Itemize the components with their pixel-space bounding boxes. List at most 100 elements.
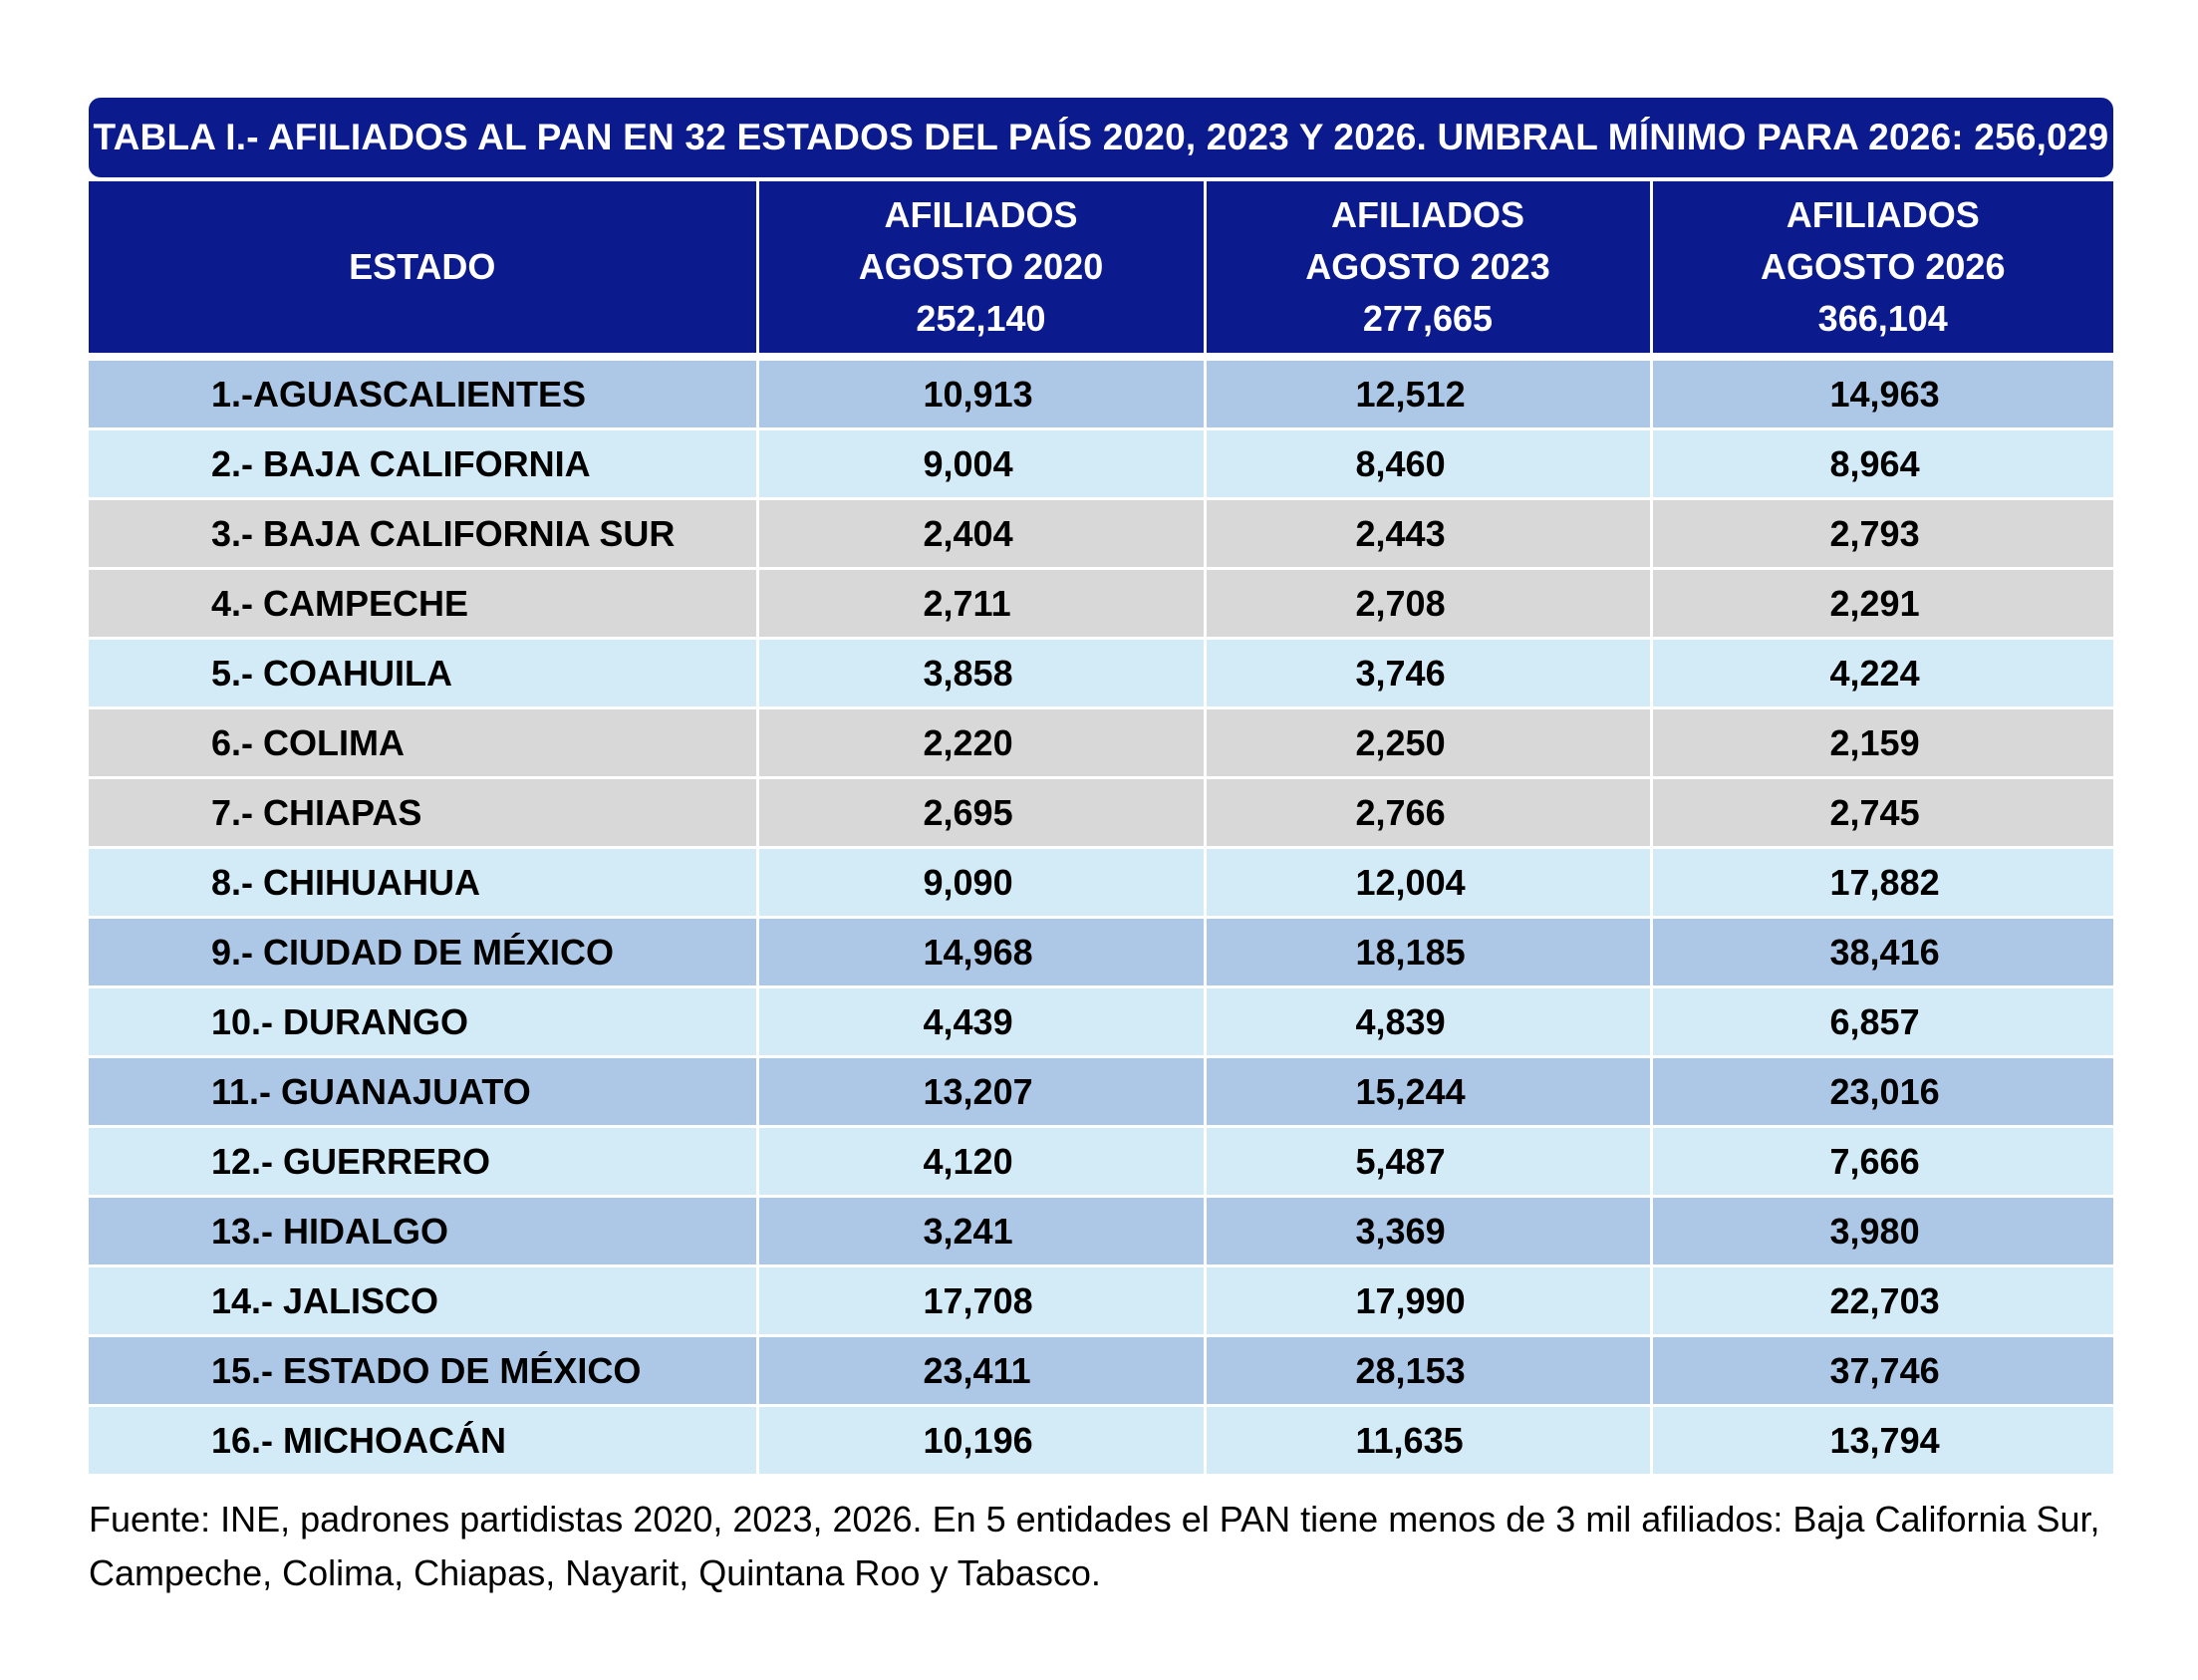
- cell-afiliados-2026: 38,416: [1649, 916, 2113, 987]
- cell-afiliados-2023: 8,460: [1203, 427, 1651, 499]
- cell-estado: 7.- CHIAPAS: [89, 776, 757, 848]
- header-2026: AFILIADOS AGOSTO 2026 366,104: [1649, 181, 2113, 357]
- cell-afiliados-2020: 9,090: [755, 846, 1205, 918]
- cell-estado: 14.- JALISCO: [89, 1264, 757, 1336]
- cell-afiliados-2023: 5,487: [1203, 1125, 1651, 1197]
- cell-afiliados-2026: 4,224: [1649, 637, 2113, 708]
- header-2026-total: 366,104: [1817, 298, 1948, 339]
- cell-afiliados-2020: 17,708: [755, 1264, 1205, 1336]
- cell-afiliados-2026: 14,963: [1649, 353, 2113, 429]
- cell-estado: 5.- COAHUILA: [89, 637, 757, 708]
- cell-afiliados-2026: 3,980: [1649, 1195, 2113, 1266]
- cell-afiliados-2026: 8,964: [1649, 427, 2113, 499]
- table-row: 14.- JALISCO 17,708 17,990 22,703: [89, 1264, 2113, 1336]
- cell-afiliados-2023: 2,708: [1203, 567, 1651, 639]
- cell-afiliados-2020: 3,858: [755, 637, 1205, 708]
- table-body: 1.-AGUASCALIENTES 10,913 12,512 14,963 2.- B…: [89, 353, 2113, 1474]
- table-title: TABLA I.- AFILIADOS AL PAN EN 32 ESTADOS…: [89, 98, 2113, 177]
- table-row: 8.- CHIHUAHUA 9,090 12,004 17,882: [89, 846, 2113, 918]
- table-row: 11.- GUANAJUATO 13,207 15,244 23,016: [89, 1055, 2113, 1127]
- table-row: 10.- DURANGO 4,439 4,839 6,857: [89, 985, 2113, 1057]
- cell-afiliados-2023: 15,244: [1203, 1055, 1651, 1127]
- cell-afiliados-2026: 22,703: [1649, 1264, 2113, 1336]
- table-row: 7.- CHIAPAS 2,695 2,766 2,745: [89, 776, 2113, 848]
- table-row: 5.- COAHUILA 3,858 3,746 4,224: [89, 637, 2113, 708]
- table-row: 15.- ESTADO DE MÉXICO 23,411 28,153 37,746: [89, 1334, 2113, 1406]
- cell-estado: 8.- CHIHUAHUA: [89, 846, 757, 918]
- cell-afiliados-2020: 4,439: [755, 985, 1205, 1057]
- cell-afiliados-2026: 6,857: [1649, 985, 2113, 1057]
- table-row: 1.-AGUASCALIENTES 10,913 12,512 14,963: [89, 353, 2113, 429]
- header-row: ESTADO AFILIADOS AGOSTO 2020 252,140 AFI…: [89, 181, 2113, 357]
- table-row: 3.- BAJA CALIFORNIA SUR 2,404 2,443 2,793: [89, 497, 2113, 569]
- header-2020-line2: AGOSTO 2020: [858, 246, 1104, 287]
- table-row: 4.- CAMPECHE 2,711 2,708 2,291: [89, 567, 2113, 639]
- cell-afiliados-2023: 12,512: [1203, 353, 1651, 429]
- cell-estado: 15.- ESTADO DE MÉXICO: [89, 1334, 757, 1406]
- cell-afiliados-2023: 28,153: [1203, 1334, 1651, 1406]
- cell-afiliados-2020: 4,120: [755, 1125, 1205, 1197]
- cell-afiliados-2023: 3,746: [1203, 637, 1651, 708]
- cell-afiliados-2026: 37,746: [1649, 1334, 2113, 1406]
- header-2023: AFILIADOS AGOSTO 2023 277,665: [1203, 181, 1651, 357]
- cell-estado: 11.- GUANAJUATO: [89, 1055, 757, 1127]
- cell-afiliados-2026: 2,793: [1649, 497, 2113, 569]
- source-note: Fuente: INE, padrones partidistas 2020, …: [89, 1499, 2100, 1593]
- cell-afiliados-2026: 2,291: [1649, 567, 2113, 639]
- cell-afiliados-2026: 17,882: [1649, 846, 2113, 918]
- cell-estado: 12.- GUERRERO: [89, 1125, 757, 1197]
- cell-afiliados-2023: 3,369: [1203, 1195, 1651, 1266]
- affiliates-table-container: TABLA I.- AFILIADOS AL PAN EN 32 ESTADOS…: [89, 98, 2113, 1474]
- header-2020-line1: AFILIADOS: [884, 194, 1078, 235]
- table-row: 16.- MICHOACÁN 10,196 11,635 13,794: [89, 1404, 2113, 1474]
- table-row: 12.- GUERRERO 4,120 5,487 7,666: [89, 1125, 2113, 1197]
- cell-afiliados-2026: 13,794: [1649, 1404, 2113, 1474]
- cell-afiliados-2020: 3,241: [755, 1195, 1205, 1266]
- cell-afiliados-2026: 2,745: [1649, 776, 2113, 848]
- cell-afiliados-2020: 9,004: [755, 427, 1205, 499]
- table-row: 9.- CIUDAD DE MÉXICO 14,968 18,185 38,416: [89, 916, 2113, 987]
- header-2020-total: 252,140: [916, 298, 1046, 339]
- table-row: 6.- COLIMA 2,220 2,250 2,159: [89, 706, 2113, 778]
- cell-afiliados-2020: 2,404: [755, 497, 1205, 569]
- header-2023-line2: AGOSTO 2023: [1305, 246, 1550, 287]
- table-header: ESTADO AFILIADOS AGOSTO 2020 252,140 AFI…: [89, 181, 2113, 357]
- cell-afiliados-2020: 23,411: [755, 1334, 1205, 1406]
- cell-afiliados-2020: 10,196: [755, 1404, 1205, 1474]
- cell-estado: 9.- CIUDAD DE MÉXICO: [89, 916, 757, 987]
- cell-afiliados-2023: 18,185: [1203, 916, 1651, 987]
- cell-afiliados-2023: 4,839: [1203, 985, 1651, 1057]
- header-estado: ESTADO: [89, 181, 757, 357]
- header-2023-line1: AFILIADOS: [1331, 194, 1524, 235]
- cell-afiliados-2020: 13,207: [755, 1055, 1205, 1127]
- header-2023-total: 277,665: [1362, 298, 1494, 339]
- cell-afiliados-2026: 7,666: [1649, 1125, 2113, 1197]
- cell-afiliados-2023: 2,250: [1203, 706, 1651, 778]
- cell-afiliados-2023: 12,004: [1203, 846, 1651, 918]
- cell-estado: 6.- COLIMA: [89, 706, 757, 778]
- cell-estado: 1.-AGUASCALIENTES: [89, 353, 757, 429]
- cell-estado: 2.- BAJA CALIFORNIA: [89, 427, 757, 499]
- table-row: 2.- BAJA CALIFORNIA 9,004 8,460 8,964: [89, 427, 2113, 499]
- cell-estado: 16.- MICHOACÁN: [89, 1404, 757, 1474]
- cell-estado: 4.- CAMPECHE: [89, 567, 757, 639]
- cell-afiliados-2020: 2,220: [755, 706, 1205, 778]
- cell-afiliados-2023: 17,990: [1203, 1264, 1651, 1336]
- cell-afiliados-2020: 14,968: [755, 916, 1205, 987]
- header-2020: AFILIADOS AGOSTO 2020 252,140: [755, 181, 1205, 357]
- cell-afiliados-2023: 11,635: [1203, 1404, 1651, 1474]
- cell-estado: 3.- BAJA CALIFORNIA SUR: [89, 497, 757, 569]
- affiliates-table: ESTADO AFILIADOS AGOSTO 2020 252,140 AFI…: [89, 181, 2113, 1474]
- cell-afiliados-2026: 23,016: [1649, 1055, 2113, 1127]
- table-row: 13.- HIDALGO 3,241 3,369 3,980: [89, 1195, 2113, 1266]
- cell-afiliados-2020: 2,695: [755, 776, 1205, 848]
- cell-afiliados-2026: 2,159: [1649, 706, 2113, 778]
- header-2026-line1: AFILIADOS: [1786, 194, 1980, 235]
- cell-afiliados-2023: 2,443: [1203, 497, 1651, 569]
- cell-afiliados-2023: 2,766: [1203, 776, 1651, 848]
- header-2026-line2: AGOSTO 2026: [1761, 246, 2006, 287]
- cell-estado: 13.- HIDALGO: [89, 1195, 757, 1266]
- cell-afiliados-2020: 2,711: [755, 567, 1205, 639]
- cell-estado: 10.- DURANGO: [89, 985, 757, 1057]
- cell-afiliados-2020: 10,913: [755, 353, 1205, 429]
